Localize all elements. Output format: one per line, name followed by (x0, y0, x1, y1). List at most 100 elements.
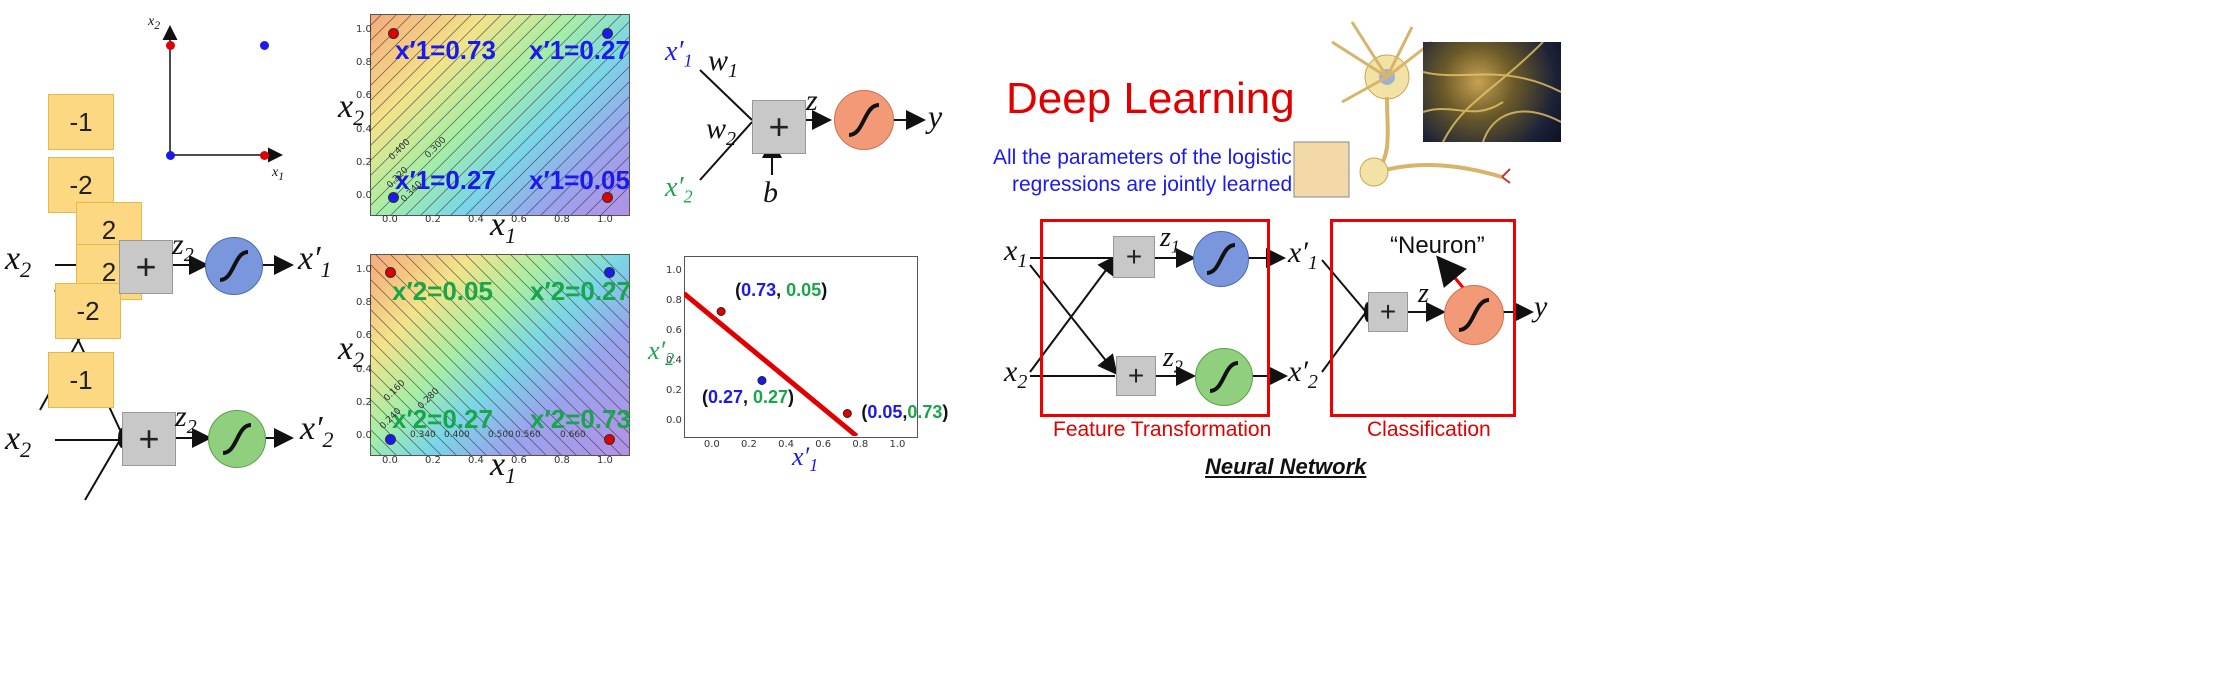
inset-point-blue-top (260, 41, 269, 50)
p2-xtick: 0.0 (382, 455, 398, 466)
classification-label: Classification (1367, 418, 1491, 441)
p2-point-red-br (604, 434, 615, 445)
p2-xtick: 0.8 (554, 455, 570, 466)
neuron-w1: w1 (708, 44, 739, 82)
neuron-quote-label: “Neuron” (1390, 232, 1485, 259)
scatter-xtick: 1.0 (889, 439, 906, 450)
scatter-point-label-1: (0.73, 0.05) (735, 279, 828, 300)
feature-transformation-box (1040, 219, 1270, 417)
slide-subtitle-line2: regressions are jointly learned. (1012, 173, 1298, 196)
p1-point-blue-bl (388, 192, 399, 203)
p1-xtick: 0.2 (425, 214, 441, 225)
scatter-point-2 (757, 376, 767, 385)
scatter-xtick: 0.2 (740, 439, 757, 450)
nn-output-x1: x′1 (1288, 236, 1318, 274)
scatter-ylabel: x′2 (648, 336, 675, 370)
nn-sigmoid-node-2 (1195, 348, 1253, 406)
z-label-top: z2 (172, 228, 194, 266)
scatter-xtick: 0.0 (703, 439, 720, 450)
p2-contour-5: 0.400 (444, 430, 470, 440)
p1-xtick: 0.4 (468, 214, 484, 225)
p2-point-red-tl (385, 267, 396, 278)
inset-point-red-top (166, 41, 175, 50)
sum-box-bottom: + (122, 412, 176, 466)
nn-sigmoid-node-1 (1193, 231, 1249, 287)
p1-xlabel: x1 (490, 206, 517, 248)
scatter-ytick: 0.2 (666, 385, 682, 396)
p2-point-blue-bl (385, 434, 396, 445)
p2-contour-6: 0.500 (488, 430, 514, 440)
p1-xtick: 1.0 (597, 214, 613, 225)
neuron-photo (1422, 41, 1562, 143)
nn-output-neuron (1444, 285, 1504, 345)
inset-point-blue-bottom (166, 151, 175, 160)
p2-ytick: 0.0 (356, 430, 372, 441)
p2-label-bl: x′2=0.27 (392, 404, 493, 434)
neuron-lines (699, 69, 926, 181)
output-x2-prime: x′2 (300, 410, 334, 452)
p2-label-br: x′2=0.73 (530, 404, 631, 434)
p2-ytick: 1.0 (356, 264, 372, 275)
neuron-b: b (763, 176, 778, 209)
p1-xtick: 0.6 (511, 214, 527, 225)
p2-xtick: 0.4 (468, 455, 484, 466)
sum-box-top: + (119, 240, 173, 294)
scatter-ytick: 0.4 (666, 355, 682, 366)
scatter-ytick: 0.0 (666, 415, 682, 426)
p1-ytick: 0.8 (356, 57, 372, 68)
slide-title: Deep Learning! (1006, 74, 1307, 123)
p1-ytick: 0.4 (356, 124, 372, 135)
sigmoid-node-bottom (208, 410, 266, 468)
p2-point-blue-tr (604, 267, 615, 278)
p1-ylabel: x2 (338, 88, 365, 130)
p2-contour-7: 0.560 (515, 430, 541, 440)
weight-box-6: -1 (48, 352, 114, 408)
weight-box-5: -2 (55, 283, 121, 339)
p1-ytick: 1.0 (356, 24, 372, 35)
p1-ytick: 0.2 (356, 157, 372, 168)
scatter-point-label-2: (0.27, 0.27) (701, 386, 795, 407)
nn-input-x2: x2 (1004, 355, 1028, 393)
contour-panel-bottom (370, 254, 630, 456)
feature-transformation-label: Feature Transformation (1053, 418, 1272, 441)
scatter-point-3 (842, 409, 852, 418)
neuron-w2: w2 (706, 112, 737, 150)
p2-ylabel: x2 (338, 330, 365, 372)
nn-sum-box-2: + (1116, 356, 1156, 396)
nn-output-y: y (1534, 290, 1548, 323)
neuron-z: z (806, 84, 818, 117)
scatter-ytick: 0.6 (666, 325, 682, 336)
inset-x-label: x1 (272, 165, 285, 183)
nn-z: z (1418, 278, 1429, 309)
neuron-sigmoid-node (834, 90, 894, 150)
neuron-input-x2: x′2 (665, 172, 693, 207)
sigmoid-node-top (205, 237, 263, 295)
p1-point-blue-tr (602, 28, 613, 39)
scatter-xtick: 0.8 (852, 439, 869, 450)
nn-z2: z2 (1163, 342, 1183, 377)
scatter-ytick: 0.8 (666, 295, 682, 306)
output-x1-prime: x′1 (298, 240, 332, 282)
nn-sum-box-3: + (1368, 292, 1408, 332)
scatter-xlabel: x′1 (792, 442, 819, 476)
nn-z1: z1 (1160, 222, 1180, 257)
p2-ytick: 0.6 (356, 330, 372, 341)
scatter-point-label-3: (0.05,0.73) (861, 401, 949, 422)
contour-panel-top: x′1=0.73 x′1=0.27 x′1=0.27 x′1=0.05 0.40… (370, 14, 630, 216)
scatter-point-1 (716, 307, 726, 316)
slide-subtitle-line1: All the parameters of the logistic (993, 146, 1292, 169)
neuron-input-x1: x′1 (665, 36, 693, 71)
p2-xlabel: x1 (490, 446, 517, 488)
p1-ytick: 0.0 (356, 190, 372, 201)
slide-subtitle: All the parameters of the logistic regre… (993, 144, 1298, 198)
p2-xtick: 1.0 (597, 455, 613, 466)
p1-label-bl: x′1=0.27 (395, 165, 496, 195)
p1-xtick: 0.0 (382, 214, 398, 225)
p2-label-tr: x′2=0.27 (530, 276, 631, 306)
scatter-xtick: 0.6 (815, 439, 832, 450)
p1-point-red-br (602, 192, 613, 203)
p2-ytick: 0.8 (356, 297, 372, 308)
p2-xtick: 0.6 (511, 455, 527, 466)
input-x2-top: x2 (5, 240, 32, 282)
p1-label-tl: x′1=0.73 (395, 35, 496, 65)
